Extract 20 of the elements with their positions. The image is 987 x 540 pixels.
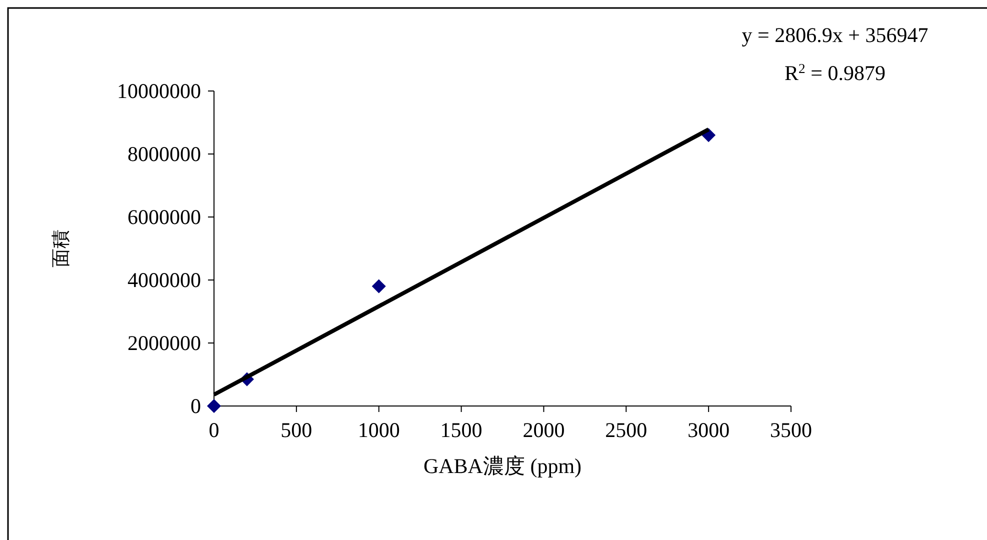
x-tick-label: 3000 <box>688 418 730 442</box>
y-tick-label: 6000000 <box>128 205 201 229</box>
y-tick-label: 4000000 <box>128 268 201 292</box>
y-tick-label: 10000000 <box>117 79 201 103</box>
x-tick-label: 2500 <box>605 418 648 442</box>
x-axis-title: GABA濃度 (ppm) <box>423 454 582 478</box>
y-axis-title: 面積 <box>51 230 72 268</box>
y-tick-label: 0 <box>190 394 201 418</box>
x-tick-label: 1500 <box>440 418 482 442</box>
x-tick-label: 1000 <box>358 418 400 442</box>
x-tick-label: 500 <box>280 418 312 442</box>
y-tick-label: 2000000 <box>128 331 201 355</box>
point <box>207 399 221 413</box>
x-tick-label: 2000 <box>522 418 565 442</box>
y-tick-label: 8000000 <box>128 142 201 166</box>
text: y = 2806.9x + 356947 <box>742 23 928 47</box>
point <box>372 279 386 294</box>
text: R$^{2}$ = 0.9879 <box>784 60 886 85</box>
x-tick-label: 3500 <box>770 418 812 442</box>
x-tick-label: 0 <box>208 418 220 442</box>
